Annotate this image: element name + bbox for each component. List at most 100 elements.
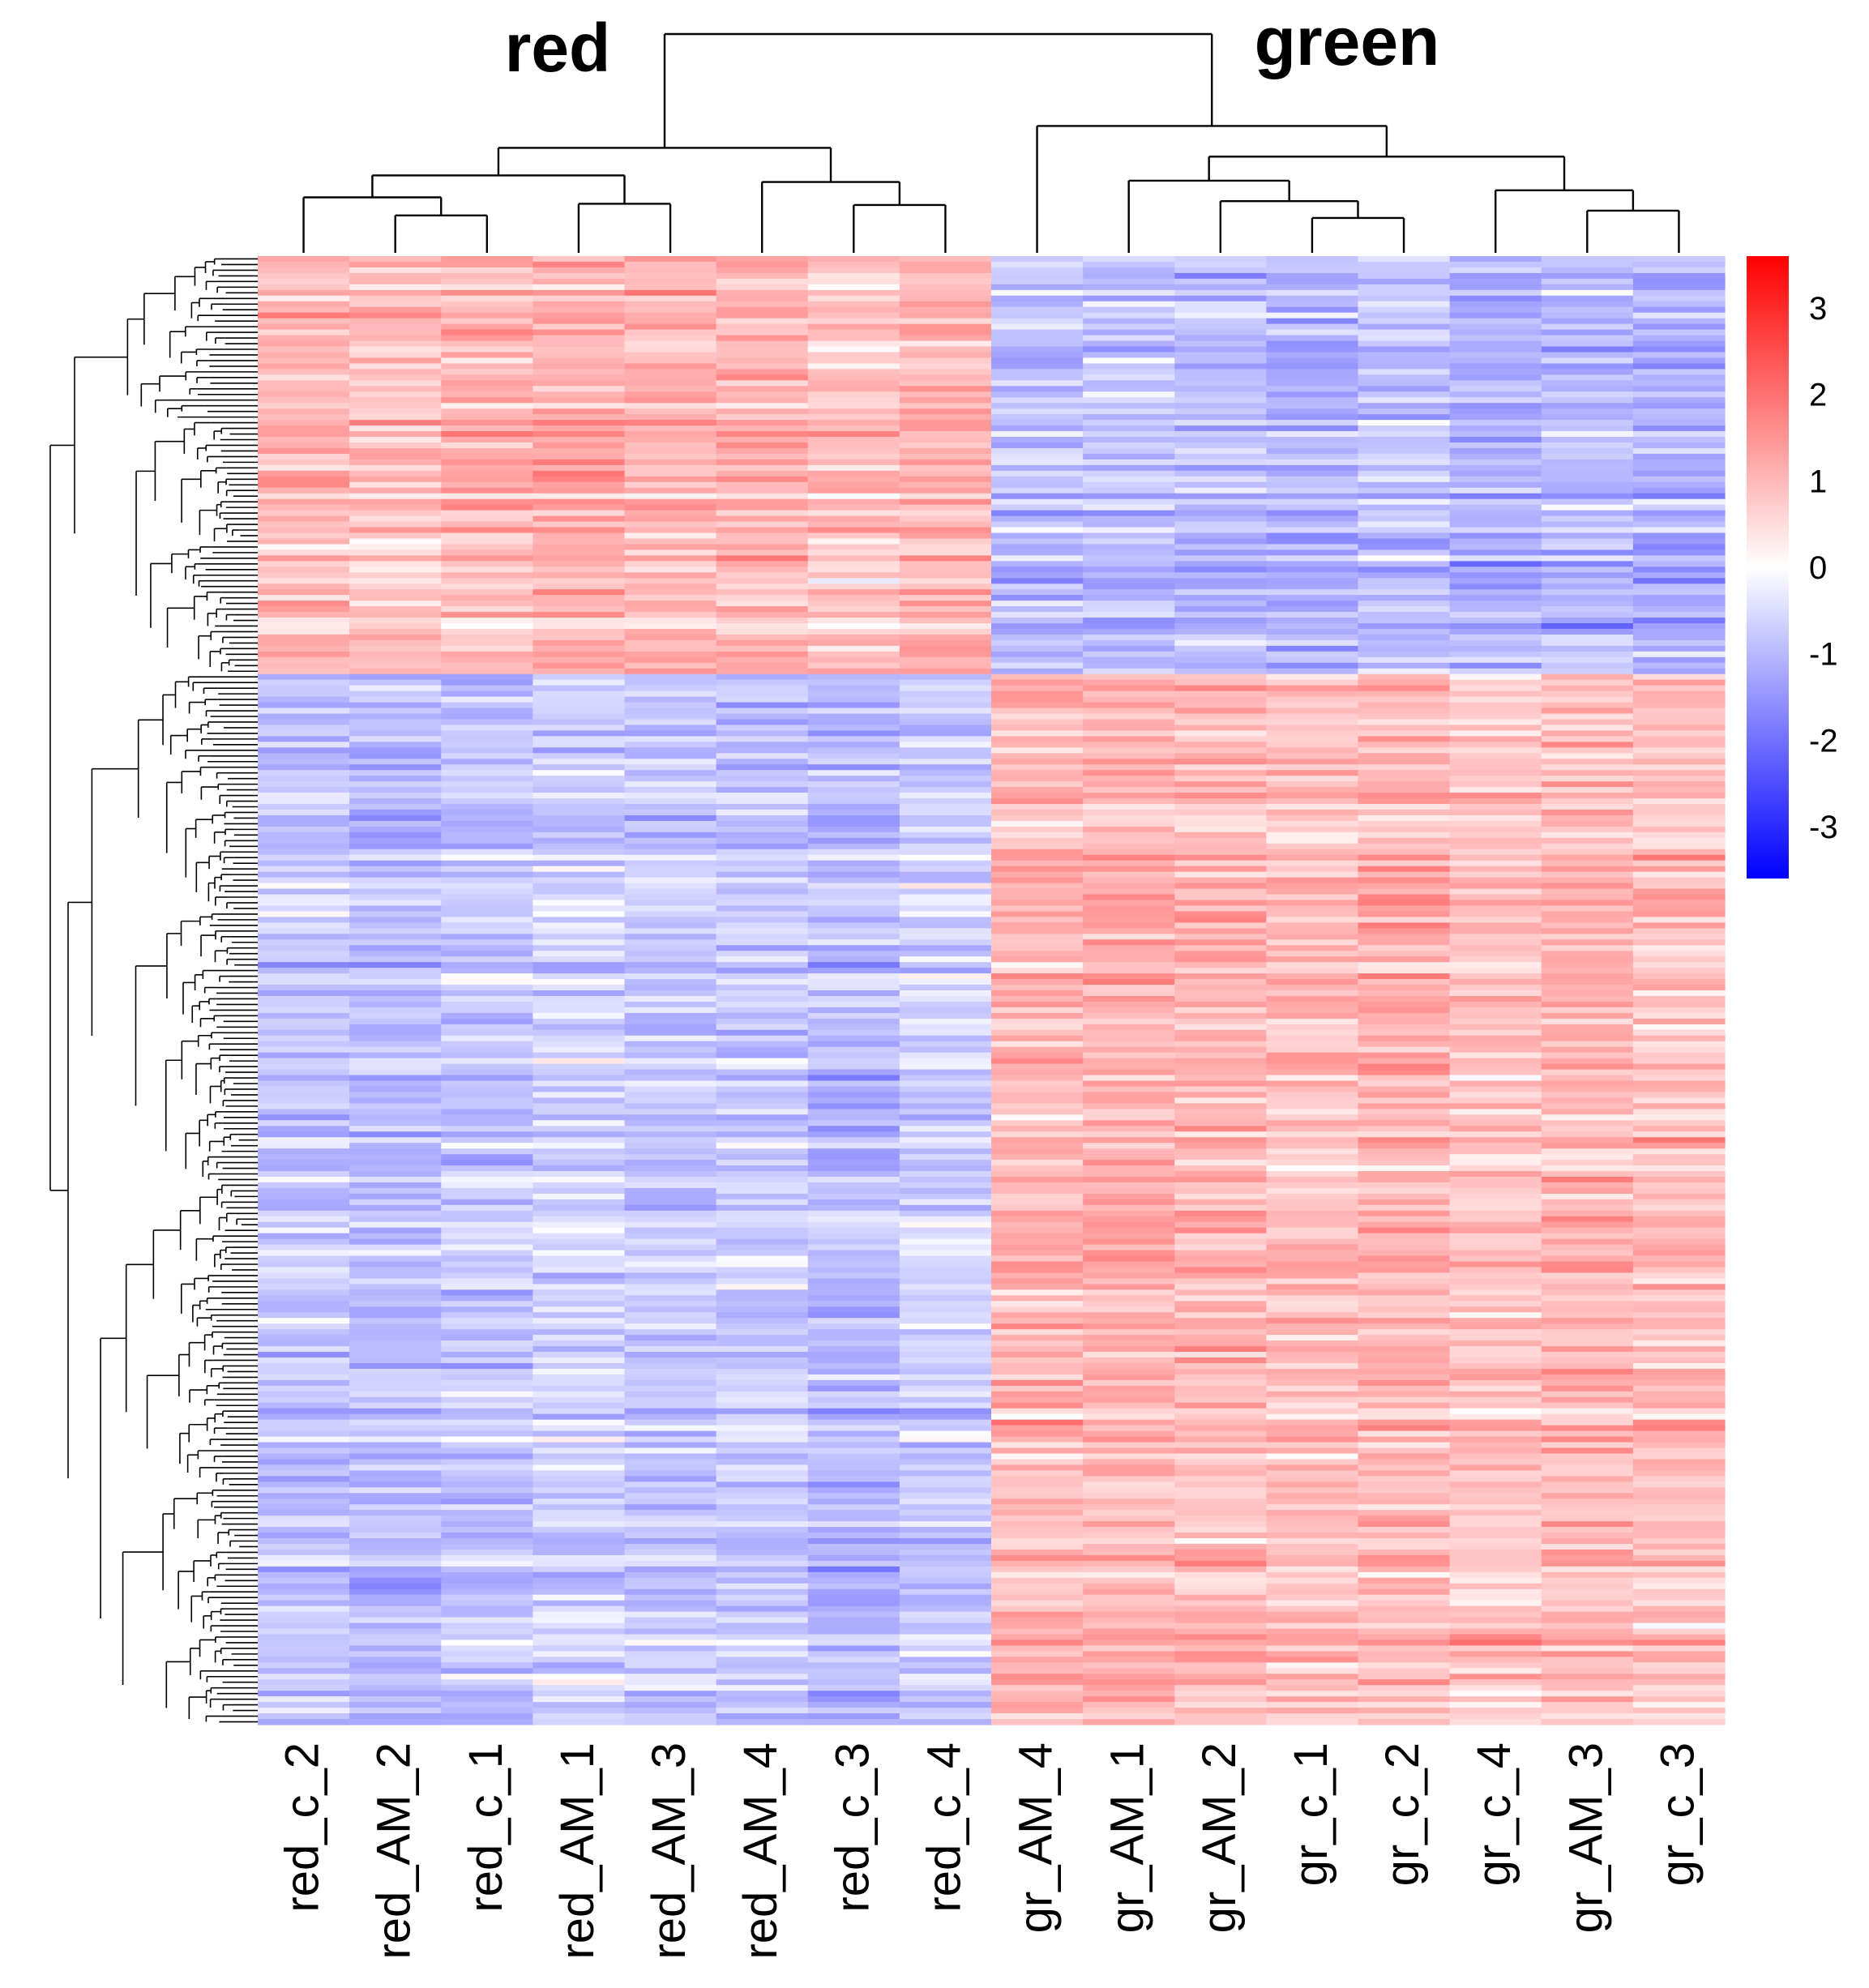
heatmap-cell: [624, 1018, 717, 1025]
heatmap-cell: [1632, 804, 1726, 810]
heatmap-cell: [1083, 1628, 1175, 1635]
heatmap-cell: [441, 1436, 533, 1443]
heatmap-cell: [1541, 883, 1634, 890]
heatmap-cell: [349, 894, 442, 901]
heatmap-cell: [1632, 1221, 1726, 1229]
heatmap-cell: [1541, 1447, 1634, 1455]
heatmap-cell: [991, 1362, 1084, 1370]
heatmap-cell: [624, 538, 717, 545]
heatmap-cell: [1174, 1622, 1267, 1630]
heatmap-cell: [899, 453, 992, 460]
heatmap-cell: [532, 668, 626, 675]
heatmap-cell: [1358, 1577, 1451, 1584]
heatmap-cell: [1266, 1103, 1359, 1109]
heatmap-cell: [532, 1674, 626, 1680]
heatmap-cell: [991, 894, 1084, 901]
heatmap-cell: [349, 1001, 442, 1008]
heatmap-cell: [1174, 781, 1267, 788]
heatmap-cell: [1083, 1046, 1175, 1054]
heatmap-cell: [991, 1261, 1084, 1268]
heatmap-cell: [1266, 1549, 1359, 1556]
heatmap-cell: [807, 1335, 900, 1341]
heatmap-cell: [1266, 1114, 1359, 1121]
heatmap-cell: [899, 922, 992, 929]
heatmap-cell: [441, 352, 533, 359]
heatmap-cell: [258, 1662, 350, 1669]
heatmap-cell: [441, 673, 533, 681]
heatmap-cell: [441, 1154, 533, 1161]
heatmap-cell: [532, 713, 626, 720]
heatmap-cell: [624, 1148, 717, 1155]
heatmap-cell: [807, 1001, 900, 1008]
heatmap-cell: [1083, 837, 1175, 844]
heatmap-cell: [532, 1148, 626, 1155]
heatmap-cell: [1449, 1199, 1542, 1206]
heatmap-cell: [1266, 854, 1359, 861]
heatmap-cell: [1449, 673, 1542, 681]
heatmap-cell: [899, 369, 992, 375]
heatmap-cell: [258, 1691, 350, 1697]
heatmap-cell: [1358, 1408, 1451, 1415]
heatmap-cell: [532, 278, 626, 285]
heatmap-cell: [1266, 713, 1359, 720]
heatmap-cell: [258, 634, 350, 641]
heatmap-cell: [1449, 1103, 1542, 1109]
heatmap-cell: [991, 770, 1084, 776]
heatmap-cell: [991, 510, 1084, 517]
heatmap-cell: [899, 1516, 992, 1522]
heatmap-cell: [807, 1120, 900, 1127]
heatmap-cell: [1632, 877, 1726, 884]
heatmap-cell: [899, 323, 992, 331]
heatmap-cell: [1541, 481, 1634, 489]
heatmap-cell: [1174, 589, 1267, 596]
heatmap-cell: [1541, 1301, 1634, 1307]
heatmap-cell: [532, 951, 626, 957]
heatmap-cell: [1541, 504, 1634, 511]
heatmap-cell: [1632, 849, 1726, 856]
heatmap-cell: [991, 431, 1084, 438]
heatmap-cell: [1358, 510, 1451, 517]
heatmap-cell: [349, 1323, 442, 1330]
heatmap-cell: [899, 459, 992, 466]
heatmap-cell: [349, 804, 442, 810]
heatmap-cell: [258, 1459, 350, 1466]
heatmap-cell: [532, 725, 626, 732]
heatmap-cell: [899, 515, 992, 523]
heatmap-cell: [1266, 363, 1359, 370]
heatmap-cell: [1541, 1362, 1634, 1370]
heatmap-cell: [716, 900, 809, 907]
heatmap-cell: [624, 1063, 717, 1071]
heatmap-cell: [624, 1408, 717, 1415]
heatmap-cell: [624, 1238, 717, 1246]
heatmap-cell: [991, 1510, 1084, 1516]
heatmap-cell: [1541, 521, 1634, 528]
heatmap-cell: [899, 1137, 992, 1144]
heatmap-cell: [899, 1521, 992, 1528]
heatmap-cell: [532, 849, 626, 856]
heatmap-cell: [624, 1470, 717, 1477]
heatmap-cell: [349, 781, 442, 788]
heatmap-cell: [441, 1391, 533, 1398]
heatmap-cell: [1358, 261, 1451, 268]
heatmap-cell: [899, 1549, 992, 1556]
heatmap-cell: [1358, 934, 1451, 940]
heatmap-cell: [807, 1227, 900, 1234]
heatmap-cell: [899, 826, 992, 833]
heatmap-cell: [899, 1182, 992, 1189]
heatmap-cell: [349, 968, 442, 974]
heatmap-cell: [441, 527, 533, 534]
heatmap-cell: [441, 470, 533, 477]
heatmap-cell: [1541, 1238, 1634, 1246]
heatmap-cell: [1449, 1413, 1542, 1421]
heatmap-cell: [899, 1255, 992, 1263]
heatmap-cell: [1266, 261, 1359, 268]
heatmap-cell: [1174, 685, 1267, 692]
heatmap-cell: [258, 1114, 350, 1121]
heatmap-cell: [899, 843, 992, 850]
heatmap-cell: [349, 1086, 442, 1093]
heatmap-cell: [1449, 1318, 1542, 1324]
heatmap-cell: [899, 1018, 992, 1025]
heatmap-cell: [899, 645, 992, 652]
heatmap-cell: [1358, 781, 1451, 788]
heatmap-cell: [624, 369, 717, 375]
